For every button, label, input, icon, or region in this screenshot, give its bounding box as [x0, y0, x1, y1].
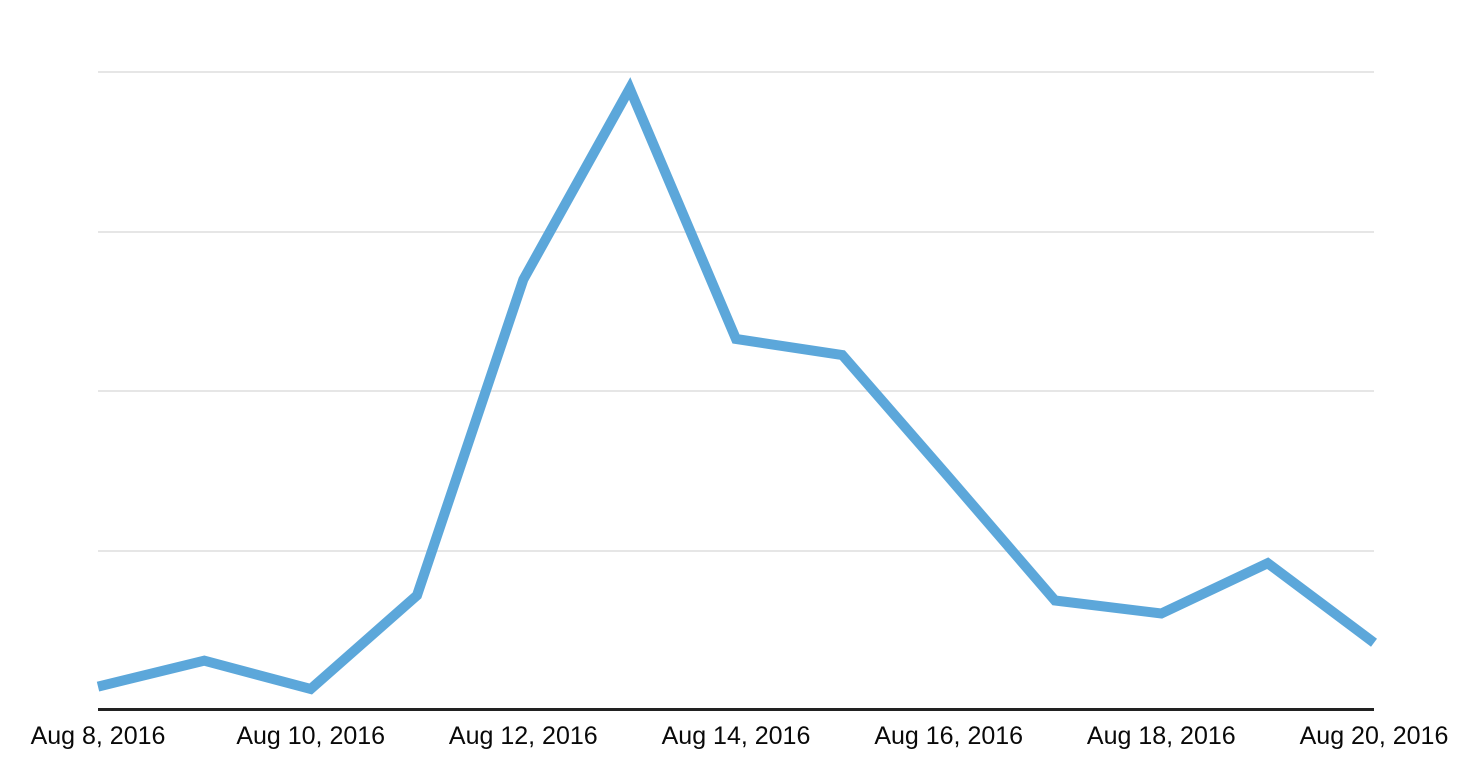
svg-text:Aug 14, 2016: Aug 14, 2016 [662, 722, 811, 750]
svg-text:Aug 8, 2016: Aug 8, 2016 [31, 722, 166, 750]
svg-text:Aug 16, 2016: Aug 16, 2016 [874, 722, 1023, 750]
svg-text:Aug 20, 2016: Aug 20, 2016 [1300, 722, 1449, 750]
svg-text:Aug 10, 2016: Aug 10, 2016 [236, 722, 385, 750]
svg-text:Aug 12, 2016: Aug 12, 2016 [449, 722, 598, 750]
svg-text:Aug 18, 2016: Aug 18, 2016 [1087, 722, 1236, 750]
